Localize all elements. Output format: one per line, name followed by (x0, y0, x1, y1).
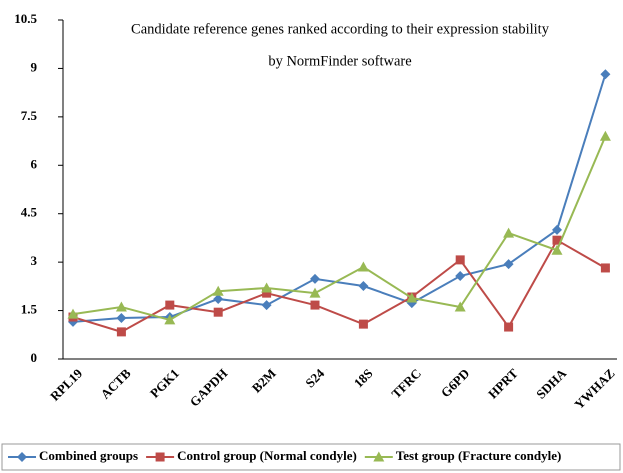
point (600, 263, 610, 273)
point (358, 281, 369, 292)
point (600, 69, 611, 80)
legend-label: Combined groups (39, 448, 138, 463)
point (552, 235, 562, 245)
point (115, 301, 127, 312)
x-tick-label: S24 (302, 365, 327, 390)
point (504, 322, 514, 332)
legend-marker (373, 451, 385, 462)
point (67, 308, 79, 319)
point (503, 259, 514, 270)
point (310, 273, 320, 284)
legend-label: Test group (Fracture condyle) (396, 448, 562, 463)
x-tick-label: B2M (249, 366, 279, 396)
series-line (72, 73, 607, 323)
point (116, 312, 127, 323)
point (455, 271, 466, 282)
chart-title: by NormFinder software (268, 53, 411, 69)
point (455, 255, 465, 265)
point (261, 282, 273, 293)
point (164, 314, 176, 325)
legend-box (1, 443, 621, 471)
y-tick-label: 10.5 (14, 11, 37, 26)
point (213, 293, 224, 304)
legend-label: Control group (Normal condyle) (177, 448, 357, 463)
point (406, 292, 418, 303)
legend-marker (17, 452, 27, 462)
series-line (72, 135, 607, 322)
y-tick-label: 1.5 (21, 302, 38, 317)
x-tick-label: YWHAZ (571, 365, 618, 412)
point (165, 300, 175, 310)
point (357, 261, 369, 272)
legend-marker (155, 452, 165, 462)
point (599, 130, 611, 141)
point (212, 285, 224, 296)
x-tick-label: PGK1 (147, 366, 182, 401)
y-tick-label: 0 (31, 350, 38, 365)
point (503, 227, 515, 238)
y-tick-label: 7.5 (21, 108, 38, 123)
x-tick-label: TFRC (388, 366, 424, 402)
x-tick-label: G6PD (438, 366, 473, 401)
x-tick-label: SDHA (533, 365, 570, 402)
x-tick-label: RPL19 (47, 365, 86, 404)
point (310, 300, 320, 310)
point (309, 287, 321, 298)
x-tick-label: 18S (351, 366, 376, 391)
y-tick-label: 6 (31, 156, 38, 171)
point (262, 288, 272, 298)
y-tick-label: 4.5 (21, 205, 38, 220)
point (358, 319, 368, 329)
x-tick-label: GAPDH (187, 366, 231, 410)
y-tick-label: 3 (31, 253, 38, 268)
x-tick-label: ACTB (97, 365, 133, 401)
series-line (72, 238, 606, 333)
point (213, 307, 223, 317)
x-tick-label: HPRT (485, 365, 521, 401)
point (454, 301, 466, 312)
point (116, 327, 126, 337)
point (261, 300, 272, 311)
chart-title: Candidate reference genes ranked accordi… (131, 21, 550, 37)
y-tick-label: 9 (31, 59, 38, 74)
point (551, 244, 563, 255)
point (552, 224, 562, 235)
